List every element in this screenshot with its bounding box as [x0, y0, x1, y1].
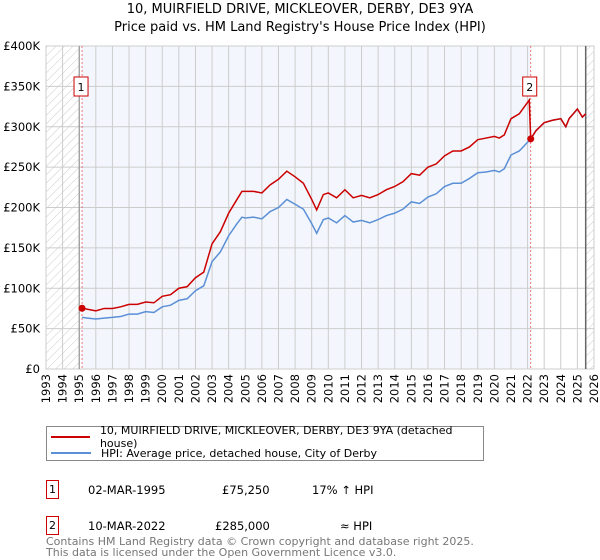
transaction-date: 10-MAR-2022	[88, 519, 166, 533]
x-tick-label: 2025	[570, 374, 584, 403]
marker-badge: 2	[46, 516, 59, 535]
transaction-vs-hpi: 17% ↑ HPI	[312, 483, 374, 497]
x-tick-label: 2022	[521, 374, 535, 403]
x-tick-label: 2007	[271, 374, 285, 403]
sale-point	[527, 135, 535, 143]
x-tick-label: 2000	[155, 374, 169, 403]
transaction-price: £285,000	[215, 519, 270, 533]
x-tick-label: 1996	[89, 374, 103, 403]
legend-label: HPI: Average price, detached house, City…	[101, 446, 378, 460]
chart-subtitle: Price paid vs. HM Land Registry's House …	[114, 20, 486, 35]
annotation-label: 1	[78, 81, 85, 94]
x-tick-label: 2010	[321, 374, 335, 403]
y-tick-label: £150K	[3, 241, 40, 255]
transaction-price: £75,250	[222, 483, 270, 497]
legend-item-hpi: HPI: Average price, detached house, City…	[51, 445, 377, 461]
x-tick-label: 2014	[388, 374, 402, 403]
x-tick-label: 2001	[172, 374, 186, 403]
x-tick-label: 2017	[438, 374, 452, 403]
x-tick-label: 2026	[587, 374, 600, 403]
transaction-date: 02-MAR-1995	[88, 483, 166, 497]
x-tick-label: 2013	[371, 374, 385, 403]
x-tick-label: 2006	[255, 374, 269, 403]
property-price-line	[81, 97, 587, 312]
x-tick-label: 2024	[554, 374, 568, 403]
x-tick-label: 1994	[56, 374, 70, 403]
footer-line: Contains HM Land Registry data © Crown c…	[46, 535, 474, 548]
x-tick-label: 1997	[105, 374, 119, 403]
price-chart: 1993 1994 1995 1996 1997 1998 1999 2000 2001 2002…	[3, 39, 600, 403]
x-tick-label: 2005	[238, 374, 252, 403]
footer-line: This data is licensed under the Open Gov…	[46, 546, 397, 559]
x-tick-label: 2008	[288, 374, 302, 403]
hpi-line	[81, 107, 587, 320]
x-tick-label: 1993	[39, 374, 53, 403]
y-tick-label: £400K	[3, 39, 40, 53]
x-tick-label: 2019	[471, 374, 485, 403]
x-tick-label: 2015	[404, 374, 418, 403]
x-tick-label: 2002	[188, 374, 202, 403]
x-tick-label: 2011	[338, 374, 352, 403]
y-tick-label: £250K	[3, 160, 40, 174]
annotation-box	[73, 76, 89, 97]
x-tick-label: 1998	[122, 374, 136, 403]
marker-badge: 1	[46, 480, 59, 499]
y-tick-label: £0	[25, 362, 40, 376]
x-tick-label: 2023	[537, 374, 551, 403]
annotation-label: 2	[526, 81, 533, 94]
x-tick-label: 2018	[454, 374, 468, 403]
annotation-box	[522, 76, 538, 97]
y-tick-label: £300K	[3, 120, 40, 134]
x-tick-label: 2012	[355, 374, 369, 403]
chart-title: 10, MUIRFIELD DRIVE, MICKLEOVER, DERBY, …	[126, 2, 474, 17]
legend-item-property: 10, MUIRFIELD DRIVE, MICKLEOVER, DERBY, …	[51, 424, 483, 450]
y-tick-label: £100K	[3, 281, 40, 295]
x-tick-label: 2020	[487, 374, 501, 403]
y-tick-label: £50K	[11, 322, 41, 336]
x-tick-label: 2009	[305, 374, 319, 403]
legend: 10, MUIRFIELD DRIVE, MICKLEOVER, DERBY, …	[46, 424, 484, 461]
x-tick-label: 2003	[205, 374, 219, 403]
sale-point	[78, 304, 86, 312]
transaction-vs-hpi: ≈ HPI	[340, 519, 373, 533]
x-tick-label: 2004	[222, 374, 236, 403]
y-tick-label: £350K	[3, 79, 40, 93]
footer: Contains HM Land Registry data © Crown c…	[46, 536, 474, 558]
x-tick-label: 2016	[421, 374, 435, 403]
x-tick-label: 1999	[139, 374, 153, 403]
y-tick-label: £200K	[3, 201, 40, 215]
legend-label: 10, MUIRFIELD DRIVE, MICKLEOVER, DERBY, …	[99, 424, 453, 450]
x-tick-label: 1995	[72, 374, 86, 403]
x-tick-label: 2021	[504, 374, 518, 403]
